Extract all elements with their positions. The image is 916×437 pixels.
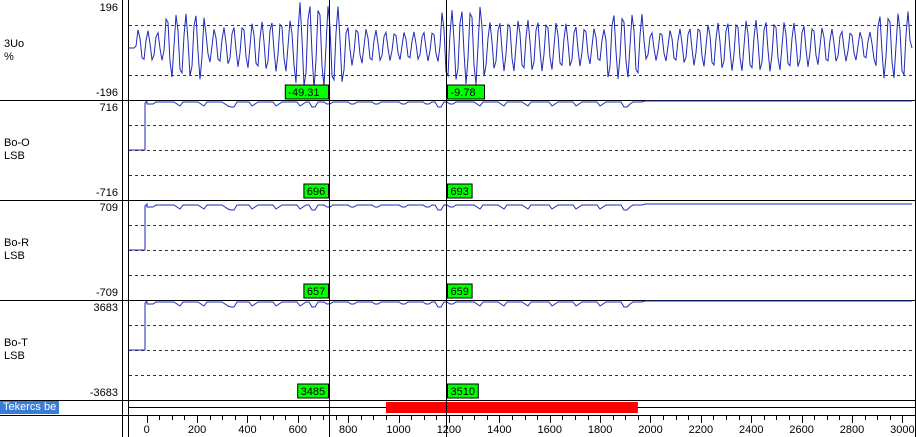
x-tick-label: 0	[144, 424, 150, 436]
ymin-label: -3683	[89, 387, 118, 399]
digital-on-bar	[385, 402, 638, 413]
cursor-readout-box	[284, 84, 329, 100]
channel-title: Bo-T	[4, 337, 28, 349]
trace-bo-o	[129, 99, 912, 151]
ymax-label: 3683	[93, 302, 118, 314]
channel-title: Bo-O	[4, 137, 30, 149]
channel-unit: LSB	[4, 250, 25, 262]
cursor-readout-box	[447, 84, 485, 100]
cursor-readout-box	[447, 283, 473, 299]
cursor-readout-value: 657	[307, 286, 325, 298]
ymax-label: 716	[99, 102, 118, 114]
x-tick-label: 2000	[638, 424, 662, 436]
trace-bo-r	[129, 202, 912, 251]
ymax-label: 709	[99, 202, 118, 214]
x-tick-label: 200	[188, 424, 206, 436]
trace-bo-t	[129, 299, 912, 351]
cursor-readout-value: -9.78	[451, 87, 476, 99]
x-tick-label: 2400	[739, 424, 763, 436]
trace-3uo	[129, 2, 913, 89]
channel-unit: %	[4, 51, 14, 63]
ymin-label: -196	[95, 87, 118, 99]
channel-name: Bo-O LSB	[4, 137, 30, 163]
channel-name: 3Uo %	[4, 38, 24, 64]
cursor-readouts: -49.31 -9.78 696 693 657 659 3485 3510	[284, 84, 485, 399]
cursor-readout-value: 3510	[451, 386, 475, 398]
x-tick-label: 2200	[689, 424, 713, 436]
channel-name: Bo-T LSB	[4, 337, 28, 363]
cursor-readout-box	[303, 183, 329, 199]
digital-channel-label[interactable]: Tekercs be	[0, 401, 59, 414]
cursor-readout-box	[447, 183, 473, 199]
channel-label-panel-bo-r: 709 Bo-R LSB -709	[0, 200, 122, 300]
digital-track	[129, 402, 915, 413]
ymax-label: 196	[99, 2, 118, 14]
x-tick-label: 600	[289, 424, 307, 436]
x-tick-label: 1400	[487, 424, 511, 436]
cursor-readout-value: 659	[451, 286, 469, 298]
x-tick-label: 1600	[537, 424, 561, 436]
x-axis: 0 200 400 600 800 1000 1200 1400 1600 1800 2000 220…	[144, 416, 916, 436]
channel-title: Bo-R	[4, 237, 30, 249]
cursor-readout-value: -49.31	[288, 87, 319, 99]
channel-label-panel-3uo: 196 3Uo % -196	[0, 0, 122, 100]
channel-title: 3Uo	[4, 38, 25, 50]
x-tick-label: 1000	[386, 424, 410, 436]
cursor-readout-value: 693	[451, 186, 469, 198]
channel-unit: LSB	[4, 350, 25, 362]
x-tick-label: 400	[238, 424, 256, 436]
x-tick-label: 3000	[890, 424, 914, 436]
x-tick-label: 1200	[437, 424, 461, 436]
cursor-readout-box	[447, 383, 479, 399]
ymin-label: -716	[95, 187, 118, 199]
channel-name: Bo-R LSB	[4, 237, 29, 263]
ymin-label: -709	[95, 287, 118, 299]
cursor-readout-box	[297, 383, 330, 399]
cursor-readout-value: 696	[307, 186, 325, 198]
x-tick-label: 1800	[588, 424, 612, 436]
x-tick-label: 2600	[789, 424, 813, 436]
cursor-readout-value: 3485	[301, 386, 325, 398]
x-tick-label: 800	[339, 424, 357, 436]
channel-label-panel-bo-t: 3683 Bo-T LSB -3683	[0, 300, 122, 400]
cursor-readout-box	[303, 283, 329, 299]
channel-unit: LSB	[4, 150, 25, 162]
x-tick-label: 2800	[840, 424, 864, 436]
channel-label-panel-bo-o: 716 Bo-O LSB -716	[0, 100, 122, 200]
